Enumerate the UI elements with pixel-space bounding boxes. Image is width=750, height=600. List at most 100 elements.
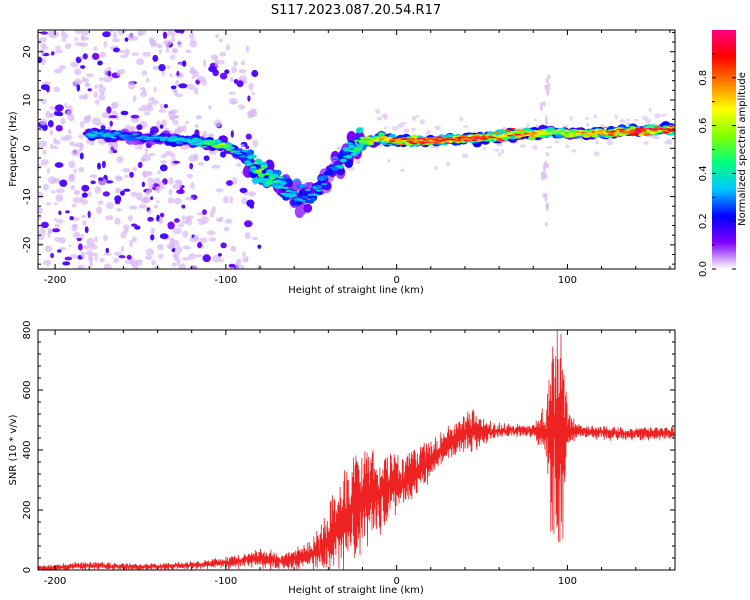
- noise-speckle: [134, 146, 144, 150]
- ridge-segment: [556, 129, 563, 131]
- noise-speckle: [599, 124, 605, 127]
- ridge-segment: [452, 140, 459, 142]
- ridge-segment: [143, 138, 150, 141]
- ridge-segment: [258, 168, 265, 171]
- noise-speckle: [619, 119, 626, 123]
- noise-speckle: [226, 180, 233, 186]
- noise-speckle: [134, 266, 139, 269]
- noise-speckle: [244, 220, 253, 228]
- ridge-segment: [367, 141, 374, 144]
- noise-speckle: [150, 196, 154, 201]
- ridge-segment: [558, 132, 566, 134]
- noise-speckle: [69, 216, 74, 221]
- noise-speckle: [103, 263, 112, 269]
- noise-speckle: [150, 227, 156, 235]
- noise-speckle: [94, 236, 98, 243]
- noise-speckle: [242, 257, 249, 263]
- noise-speckle: [172, 160, 180, 164]
- noise-speckle: [220, 151, 227, 158]
- noise-speckle: [178, 263, 187, 269]
- noise-speckle: [50, 51, 55, 56]
- noise-speckle: [55, 45, 61, 50]
- ridge-segment: [392, 137, 399, 140]
- ridge-segment: [474, 137, 481, 139]
- ridge-segment: [599, 132, 607, 135]
- ridge-segment: [252, 162, 260, 165]
- noise-speckle: [139, 91, 148, 97]
- noise-speckle: [158, 64, 166, 72]
- noise-speckle: [526, 123, 530, 128]
- ridge-segment: [116, 133, 123, 136]
- ridge-segment: [304, 188, 311, 191]
- ridge-segment: [239, 155, 246, 158]
- ridge-segment: [588, 133, 596, 135]
- noise-speckle: [195, 254, 203, 258]
- y-tick-label: 800: [22, 320, 33, 339]
- ridge-segment: [509, 128, 516, 130]
- noise-speckle: [82, 53, 88, 60]
- noise-speckle: [177, 40, 182, 48]
- noise-speckle: [87, 210, 91, 219]
- noise-speckle: [121, 190, 125, 196]
- noise-speckle: [53, 138, 57, 142]
- noise-speckle: [80, 214, 87, 219]
- noise-speckle: [171, 153, 176, 159]
- noise-speckle: [172, 251, 180, 259]
- noise-speckle: [216, 218, 223, 223]
- noise-speckle: [127, 214, 133, 222]
- noise-speckle: [110, 102, 117, 110]
- ridge-segment: [638, 127, 645, 129]
- ridge-segment: [465, 136, 473, 139]
- ridge-segment: [435, 136, 443, 138]
- ridge-segment: [214, 145, 221, 148]
- ridge-segment: [624, 126, 631, 129]
- noise-speckle: [40, 31, 48, 35]
- noise-speckle: [214, 60, 218, 68]
- noise-speckle: [129, 239, 133, 248]
- noise-speckle: [137, 30, 147, 36]
- noise-speckle: [384, 125, 388, 130]
- noise-speckle: [83, 78, 90, 83]
- noise-speckle: [400, 168, 405, 173]
- ridge-segment: [299, 199, 306, 202]
- noise-speckle: [203, 59, 207, 68]
- ridge-segment: [255, 169, 262, 173]
- noise-speckle: [247, 95, 251, 102]
- noise-speckle: [434, 125, 441, 131]
- ridge-segment: [326, 171, 334, 176]
- colorbar: 0.0 0.2 0.4 0.6 0.8 Normalized spectral ampl…: [698, 30, 748, 277]
- colorbar-label: Normalized spectral amplitude: [737, 72, 748, 226]
- noise-speckle: [168, 188, 173, 196]
- noise-speckle: [203, 155, 210, 161]
- ridge-segment: [318, 178, 325, 181]
- noise-speckle: [544, 84, 548, 91]
- noise-speckle: [168, 244, 174, 250]
- noise-speckle: [86, 73, 94, 78]
- noise-speckle: [97, 200, 104, 205]
- noise-speckle: [170, 37, 175, 43]
- ridge-segment: [594, 131, 601, 134]
- noise-speckle: [171, 262, 177, 267]
- noise-speckle: [252, 139, 259, 148]
- noise-speckle: [188, 154, 198, 162]
- noise-speckle: [190, 182, 195, 189]
- noise-speckle: [130, 191, 138, 197]
- ridge-segment: [178, 139, 186, 141]
- noise-speckle: [219, 258, 224, 263]
- ridge-segment: [504, 129, 511, 132]
- noise-speckle: [216, 59, 225, 65]
- noise-speckle: [571, 149, 577, 153]
- ridge-segment: [198, 140, 205, 142]
- noise-speckle: [165, 48, 170, 53]
- ridge-segment: [291, 194, 298, 197]
- noise-speckle: [78, 166, 85, 173]
- noise-speckle: [145, 189, 150, 197]
- noise-speckle: [55, 125, 63, 132]
- noise-speckle: [156, 200, 160, 204]
- ridge-segment: [364, 136, 372, 140]
- noise-speckle: [142, 196, 151, 204]
- noise-speckle: [397, 123, 405, 128]
- ridge-segment: [110, 137, 118, 139]
- noise-speckle: [192, 235, 200, 242]
- noise-speckle: [67, 174, 76, 183]
